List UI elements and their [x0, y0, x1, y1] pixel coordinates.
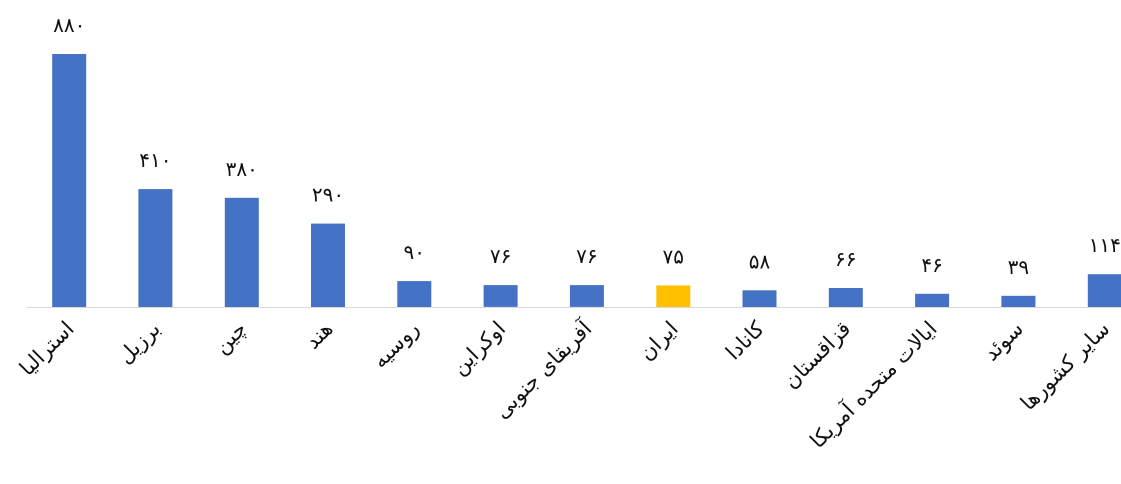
- category-label: چین: [209, 317, 251, 359]
- bar: [138, 189, 173, 307]
- bars-group: [52, 54, 1121, 307]
- bar: [1001, 295, 1036, 307]
- bar: [397, 281, 432, 307]
- bar: [742, 290, 777, 307]
- category-label: برزیل: [113, 317, 165, 369]
- bar: [828, 288, 863, 307]
- bar: [483, 285, 518, 307]
- value-label: ۳۹: [1008, 255, 1029, 279]
- category-label: اوکراین: [447, 317, 510, 380]
- bar: [311, 223, 345, 307]
- value-label: ۷۵: [663, 244, 684, 268]
- value-label: ۷۶: [576, 244, 597, 268]
- value-label: ۴۱۰: [139, 148, 171, 172]
- bar: [1087, 274, 1121, 307]
- value-labels-group: ۸۸۰ ۴۱۰ ۳۸۰ ۲۹۰ ۹۰ ۷۶ ۷۶ ۷۵ ۵۸ ۶۶ ۴۶ ۳۹ ۱۱۴: [53, 13, 1121, 279]
- bar: [656, 285, 691, 307]
- bar: [915, 293, 950, 307]
- value-label: ۶۶: [835, 247, 856, 271]
- value-label: ۲۹۰: [312, 183, 344, 207]
- category-label: قزاقستان: [779, 317, 856, 394]
- value-label: ۴۶: [921, 253, 942, 277]
- value-label: ۳۸۰: [226, 157, 258, 181]
- category-label: کانادا: [721, 317, 769, 365]
- value-label: ۹۰: [404, 240, 425, 264]
- bar: [224, 197, 259, 307]
- bar: [569, 285, 604, 307]
- category-label: ایران: [634, 317, 682, 365]
- bar: [52, 54, 87, 307]
- category-label: سایر کشورها: [1016, 317, 1114, 415]
- value-label: ۵۸: [749, 249, 771, 273]
- category-label: استرالیا: [15, 317, 79, 381]
- value-label: ۸۸۰: [53, 13, 85, 37]
- category-label: سوئد: [979, 317, 1028, 366]
- category-label: هند: [300, 317, 337, 354]
- category-label: روسیه: [368, 317, 424, 373]
- value-label: ۱۱۴: [1089, 233, 1121, 257]
- value-label: ۷۶: [490, 244, 511, 268]
